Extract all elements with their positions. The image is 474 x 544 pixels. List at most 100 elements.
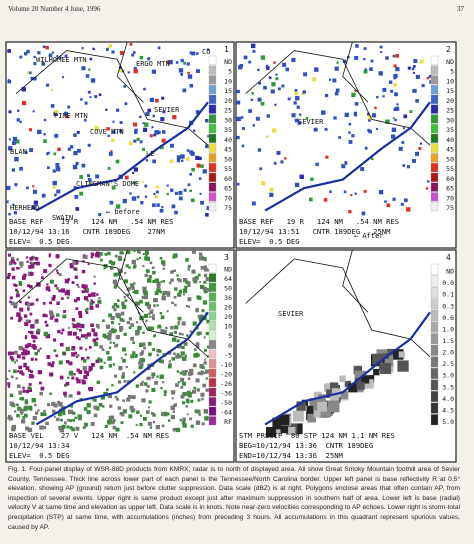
radar-echo [25, 350, 30, 355]
radar-echo [131, 259, 136, 265]
radar-echo [67, 376, 70, 379]
radar-echo [174, 287, 178, 291]
radar-echo [83, 375, 88, 380]
radar-echo [17, 267, 20, 270]
radar-echo [123, 85, 126, 88]
radar-echo [22, 389, 26, 393]
radar-echo [36, 261, 40, 266]
radar-echo [173, 295, 177, 299]
radar-echo [11, 267, 15, 271]
radar-echo [83, 370, 88, 374]
radar-echo [73, 331, 77, 336]
radar-echo [166, 310, 169, 313]
radar-echo [393, 107, 397, 112]
radar-echo [187, 305, 190, 308]
scale-label: 4.0 [442, 395, 454, 403]
radar-echo [51, 361, 55, 364]
radar-echo [45, 323, 49, 327]
radar-echo [363, 69, 368, 74]
radar-echo [114, 395, 118, 399]
radar-echo [11, 351, 15, 355]
radar-echo [175, 383, 179, 387]
radar-echo [7, 253, 11, 257]
radar-echo [266, 66, 270, 70]
radar-echo [47, 362, 52, 366]
radar-echo [170, 390, 176, 395]
radar-echo [407, 66, 411, 70]
radar-echo [66, 418, 70, 422]
radar-echo [67, 147, 71, 151]
product-info: 10/12/94 13:16 CNTR 189DEG 27NM [9, 227, 165, 236]
radar-echo [123, 296, 126, 299]
radar-echo [9, 296, 13, 300]
radar-echo [25, 389, 30, 394]
radar-echo [71, 281, 75, 284]
radar-echo [39, 347, 42, 350]
radar-echo [144, 195, 147, 198]
radar-echo [392, 197, 396, 201]
scale-swatch [430, 333, 439, 345]
radar-echo [16, 290, 20, 294]
radar-echo [152, 348, 156, 352]
scale-swatch [208, 114, 217, 124]
radar-echo [131, 53, 135, 57]
radar-echo [32, 110, 35, 113]
radar-echo [354, 90, 357, 92]
radar-echo [393, 83, 397, 87]
radar-echo [109, 200, 114, 205]
radar-echo [117, 406, 122, 410]
radar-echo [125, 365, 128, 369]
radar-echo [37, 370, 42, 375]
scale-label: 70 [446, 194, 454, 202]
radar-echo [86, 299, 89, 302]
radar-echo [53, 403, 58, 408]
place-label: HERHEAD [10, 204, 40, 212]
radar-echo [106, 388, 109, 392]
radar-echo [206, 269, 210, 272]
radar-echo [153, 193, 156, 196]
radar-echo [131, 395, 136, 400]
radar-echo [294, 182, 300, 187]
radar-echo [34, 403, 37, 407]
radar-echo [127, 394, 132, 399]
radar-echo [83, 425, 87, 428]
radar-echo [395, 66, 400, 72]
radar-echo [163, 393, 167, 397]
radar-echo [181, 420, 186, 425]
radar-echo [124, 271, 127, 274]
radar-echo [138, 251, 141, 254]
radar-echo [266, 427, 277, 438]
radar-echo [189, 150, 193, 155]
radar-echo [152, 317, 155, 321]
radar-echo [171, 357, 175, 361]
radar-echo [155, 185, 159, 189]
radar-echo [200, 265, 205, 270]
radar-echo [97, 326, 100, 329]
radar-echo [49, 301, 52, 305]
radar-echo [236, 89, 240, 94]
radar-echo [321, 110, 326, 115]
radar-echo [60, 332, 63, 335]
radar-echo [112, 279, 117, 284]
radar-echo [32, 335, 37, 340]
radar-echo [324, 127, 328, 131]
radar-echo [293, 101, 297, 105]
radar-echo [181, 333, 184, 336]
radar-echo [203, 316, 207, 321]
radar-echo [363, 47, 367, 50]
scale-label: 3.0 [442, 372, 454, 380]
radar-echo [385, 119, 390, 124]
radar-echo [73, 260, 79, 265]
radar-echo [65, 289, 70, 294]
radar-echo [194, 348, 197, 351]
radar-echo [174, 210, 178, 215]
radar-echo [394, 92, 398, 97]
scale-swatch [208, 349, 217, 359]
radar-echo [28, 128, 32, 132]
radar-echo [152, 270, 156, 275]
radar-echo [178, 289, 183, 294]
radar-echo [55, 354, 59, 358]
radar-echo [89, 387, 94, 392]
radar-echo [180, 394, 185, 399]
radar-echo [280, 425, 289, 434]
